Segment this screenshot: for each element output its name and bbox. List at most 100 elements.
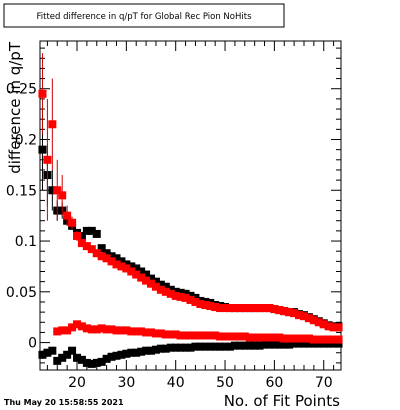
- data-point: [82, 324, 91, 333]
- data-point: [156, 280, 165, 289]
- data-point: [275, 333, 284, 342]
- data-point: [265, 340, 274, 349]
- data-point: [63, 211, 72, 220]
- data-point: [280, 340, 289, 349]
- data-point: [181, 293, 190, 302]
- data-point: [38, 350, 47, 359]
- data-point: [161, 330, 170, 339]
- data-point: [196, 342, 205, 351]
- x-tick-labels: 20 30 40 50 60 70: [68, 375, 333, 391]
- data-point: [122, 326, 131, 335]
- data-point: [48, 120, 57, 129]
- data-point: [201, 301, 210, 310]
- data-point: [156, 344, 165, 353]
- data-point: [117, 326, 126, 335]
- x-tick-label: 50: [216, 375, 234, 391]
- data-point: [270, 305, 279, 314]
- data-point: [181, 331, 190, 340]
- data-point: [102, 249, 111, 258]
- data-point: [280, 307, 289, 316]
- data-point: [127, 348, 136, 357]
- series-3: [53, 320, 343, 344]
- data-point: [137, 273, 146, 282]
- data-point: [329, 323, 338, 332]
- data-point: [225, 342, 234, 351]
- data-point: [48, 186, 57, 195]
- data-point: [186, 331, 195, 340]
- data-point: [176, 331, 185, 340]
- data-point: [137, 347, 146, 356]
- axis-ticks: [40, 41, 341, 370]
- data-point: [122, 349, 131, 358]
- data-point: [260, 304, 269, 313]
- data-point: [82, 226, 91, 235]
- data-point: [43, 155, 52, 164]
- data-point: [58, 353, 67, 362]
- data-point: [132, 348, 141, 357]
- data-point: [250, 333, 259, 342]
- data-point: [112, 351, 121, 360]
- data-point: [240, 341, 249, 350]
- data-point: [186, 291, 195, 300]
- data-point: [132, 327, 141, 336]
- data-point: [48, 346, 57, 355]
- data-point: [290, 309, 299, 318]
- data-point: [319, 339, 328, 348]
- y-axis-title: difference in q/pT: [6, 41, 24, 174]
- data-point: [255, 333, 264, 342]
- x-tick-label: 70: [315, 375, 333, 391]
- series-layer: [38, 53, 343, 368]
- data-point: [201, 331, 210, 340]
- data-point: [171, 330, 180, 339]
- plot-frame: [39, 40, 342, 371]
- x-tick-label: 30: [117, 375, 135, 391]
- data-point: [314, 318, 323, 327]
- x-tick-label: 60: [265, 375, 283, 391]
- data-point: [255, 341, 264, 350]
- data-point: [334, 339, 343, 348]
- data-point: [147, 328, 156, 337]
- data-point: [206, 342, 215, 351]
- data-point: [107, 325, 116, 334]
- data-point: [285, 334, 294, 343]
- data-point: [221, 332, 230, 341]
- data-point: [92, 358, 101, 367]
- data-point: [265, 304, 274, 313]
- data-point: [240, 304, 249, 313]
- data-point: [171, 287, 180, 296]
- data-point: [77, 239, 86, 248]
- data-point: [122, 260, 131, 269]
- data-point: [38, 145, 47, 154]
- data-point: [191, 297, 200, 306]
- data-point: [275, 340, 284, 349]
- data-point: [156, 285, 165, 294]
- data-point: [295, 311, 304, 320]
- data-point: [235, 332, 244, 341]
- data-point: [112, 326, 121, 335]
- data-point: [166, 343, 175, 352]
- data-point: [176, 288, 185, 297]
- y-tick-labels: 0 0.05 0.1 0.15 0.2 0.25: [6, 82, 37, 352]
- data-point: [82, 358, 91, 367]
- data-point: [255, 304, 264, 313]
- data-point: [270, 340, 279, 349]
- data-point: [127, 262, 136, 271]
- data-point: [191, 342, 200, 351]
- data-point: [309, 335, 318, 344]
- data-point: [102, 254, 111, 263]
- x-axis-title: No. of Fit Points: [224, 392, 340, 410]
- data-point: [97, 357, 106, 366]
- data-point: [324, 339, 333, 348]
- data-point: [260, 340, 269, 349]
- data-point: [117, 257, 126, 266]
- data-point: [304, 339, 313, 348]
- data-point: [77, 322, 86, 331]
- data-point: [102, 325, 111, 334]
- data-point: [132, 264, 141, 273]
- data-point: [216, 342, 225, 351]
- data-point: [250, 341, 259, 350]
- data-point: [166, 285, 175, 294]
- data-point: [319, 335, 328, 344]
- data-point: [68, 346, 77, 355]
